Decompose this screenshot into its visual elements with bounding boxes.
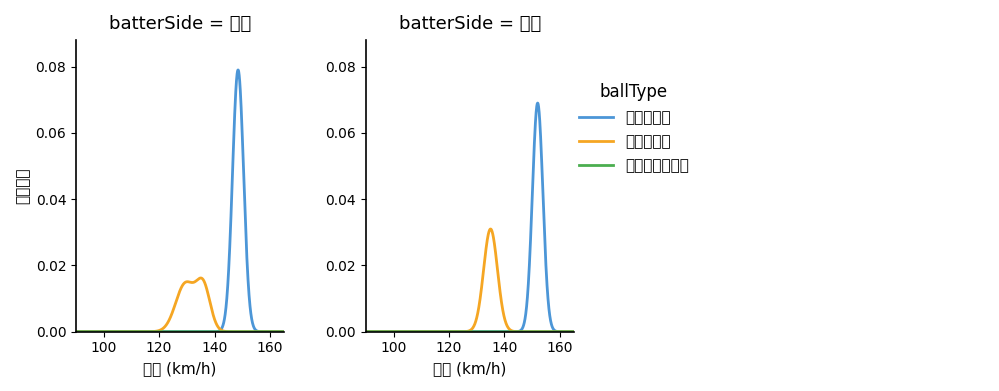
ストレート — [561, 329, 573, 334]
チェンジアップ — [561, 329, 573, 334]
スライダー — [567, 329, 579, 334]
ストレート — [531, 101, 543, 106]
Line: ストレート: ストレート — [366, 103, 573, 332]
チェンジアップ — [561, 329, 573, 334]
スライダー — [561, 329, 573, 334]
ストレート — [371, 329, 383, 334]
X-axis label: 球速 (km/h): 球速 (km/h) — [143, 361, 217, 376]
ストレート — [461, 329, 473, 334]
Line: スライダー: スライダー — [366, 229, 573, 332]
チェンジアップ — [567, 329, 579, 334]
Legend: ストレート, スライダー, チェンジアップ: ストレート, スライダー, チェンジアップ — [572, 77, 695, 179]
スライダー — [456, 329, 468, 334]
ストレート — [567, 329, 579, 334]
スライダー — [371, 329, 383, 334]
Title: batterSide = 右打: batterSide = 右打 — [399, 15, 540, 33]
スライダー — [561, 329, 573, 334]
ストレート — [523, 261, 535, 265]
Y-axis label: 確率密度: 確率密度 — [15, 168, 30, 204]
チェンジアップ — [371, 329, 383, 334]
スライダー — [360, 329, 372, 334]
ストレート — [561, 329, 573, 334]
チェンジアップ — [360, 329, 372, 334]
スライダー — [523, 329, 535, 334]
ストレート — [456, 329, 468, 334]
スライダー — [485, 227, 497, 231]
X-axis label: 球速 (km/h): 球速 (km/h) — [434, 361, 506, 376]
チェンジアップ — [461, 329, 473, 334]
ストレート — [360, 329, 372, 334]
チェンジアップ — [456, 329, 468, 334]
チェンジアップ — [523, 329, 535, 334]
スライダー — [461, 329, 473, 334]
Title: batterSide = 左打: batterSide = 左打 — [109, 15, 251, 33]
